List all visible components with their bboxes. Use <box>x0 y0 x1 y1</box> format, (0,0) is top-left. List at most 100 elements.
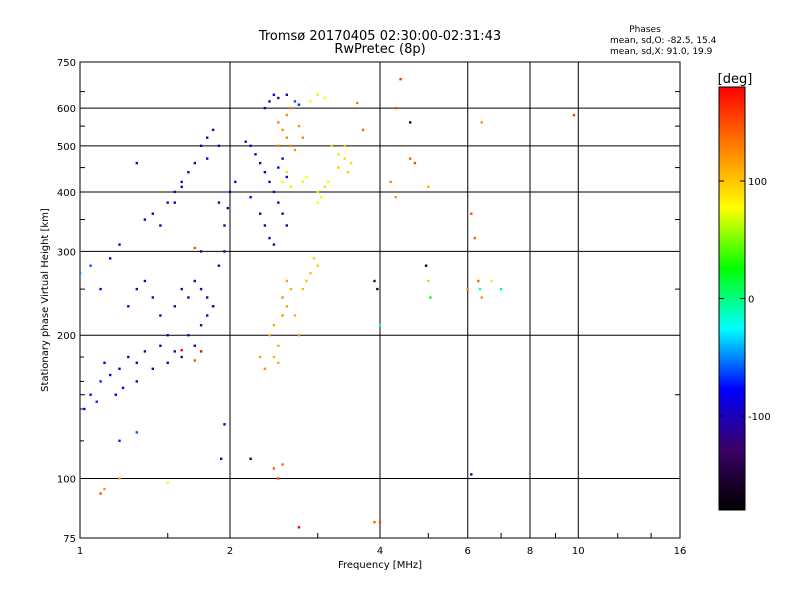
data-point <box>234 180 237 184</box>
grid <box>80 62 680 538</box>
y-tick-label: 100 <box>57 475 76 486</box>
y-tick-label: 750 <box>57 58 76 69</box>
data-point <box>361 128 365 132</box>
data-point <box>151 367 154 370</box>
x-tick-label: 4 <box>377 546 383 557</box>
y-tick-label: 200 <box>57 331 76 342</box>
data-point <box>193 161 196 165</box>
data-point <box>99 492 102 495</box>
data-point <box>206 314 209 317</box>
data-point <box>268 334 271 337</box>
data-point <box>135 380 138 383</box>
data-point <box>217 201 221 204</box>
data-point <box>143 218 147 221</box>
data-points <box>80 78 576 529</box>
data-point <box>187 334 190 337</box>
y-tick-label: 75 <box>63 534 76 545</box>
data-point <box>297 103 301 106</box>
data-point <box>135 287 138 291</box>
data-point <box>151 212 154 215</box>
data-point <box>226 206 229 210</box>
data-point <box>95 400 98 403</box>
data-point <box>281 128 284 132</box>
data-point <box>217 264 221 267</box>
data-point <box>330 144 333 147</box>
data-point <box>127 355 130 359</box>
data-point <box>272 93 276 96</box>
chart-subtitle: RwPretec (8p) <box>334 42 425 57</box>
data-point <box>297 334 301 337</box>
data-point <box>281 463 284 466</box>
colorbar-tick-label: 0 <box>748 295 754 306</box>
data-point <box>277 166 280 169</box>
y-tick-label: 400 <box>57 188 76 199</box>
data-point <box>118 243 121 246</box>
data-point <box>223 250 226 253</box>
data-point <box>466 287 469 291</box>
data-point <box>206 157 209 160</box>
data-point <box>193 359 196 362</box>
data-point <box>285 305 288 308</box>
data-point <box>135 361 138 364</box>
data-point <box>277 201 280 204</box>
data-point <box>263 106 267 110</box>
data-point <box>281 157 284 160</box>
data-point <box>249 457 252 460</box>
data-point <box>293 148 297 152</box>
data-point <box>281 314 284 317</box>
data-point <box>427 279 430 283</box>
data-point <box>409 157 412 160</box>
data-point <box>268 100 271 103</box>
data-point <box>254 153 257 156</box>
data-point <box>217 144 221 147</box>
data-point <box>373 279 376 283</box>
data-point <box>572 113 576 117</box>
data-point <box>244 140 247 143</box>
data-point <box>199 287 203 291</box>
y-tick-label: 600 <box>57 104 76 115</box>
data-point <box>187 171 190 174</box>
data-point <box>349 161 353 165</box>
data-point <box>323 185 326 188</box>
data-point <box>193 344 196 347</box>
data-point <box>277 477 280 480</box>
data-point <box>490 279 493 283</box>
x-tick-label: 2 <box>227 546 233 557</box>
data-point <box>89 264 92 267</box>
data-point <box>289 144 293 147</box>
data-point <box>272 467 276 470</box>
data-point <box>356 101 359 105</box>
data-point <box>109 373 112 377</box>
data-point <box>180 180 183 184</box>
data-point <box>249 144 252 147</box>
data-point <box>309 100 312 103</box>
data-point <box>228 190 232 194</box>
x-tick-label: 6 <box>465 546 471 557</box>
data-point <box>103 487 106 491</box>
x-tick-labels: 1 2 4 6 8 10 16 <box>77 546 687 557</box>
y-tick-label: 500 <box>57 142 76 153</box>
data-point <box>206 296 209 299</box>
data-point <box>285 136 288 139</box>
data-point <box>118 439 121 442</box>
data-point <box>173 190 176 194</box>
data-point <box>316 264 319 267</box>
phase-info-title: Phases <box>629 25 661 35</box>
data-point <box>480 121 483 124</box>
data-point <box>135 161 138 165</box>
data-point <box>285 224 288 227</box>
data-point <box>289 287 293 291</box>
data-point <box>180 349 183 352</box>
data-point <box>143 279 147 283</box>
data-point <box>259 161 262 165</box>
data-point <box>394 106 397 110</box>
data-point <box>180 287 183 291</box>
data-point <box>289 185 293 188</box>
data-point <box>159 224 162 227</box>
data-point <box>309 272 312 275</box>
data-point <box>346 171 350 174</box>
data-point <box>263 367 267 370</box>
data-point <box>343 157 346 160</box>
data-point <box>281 180 284 184</box>
